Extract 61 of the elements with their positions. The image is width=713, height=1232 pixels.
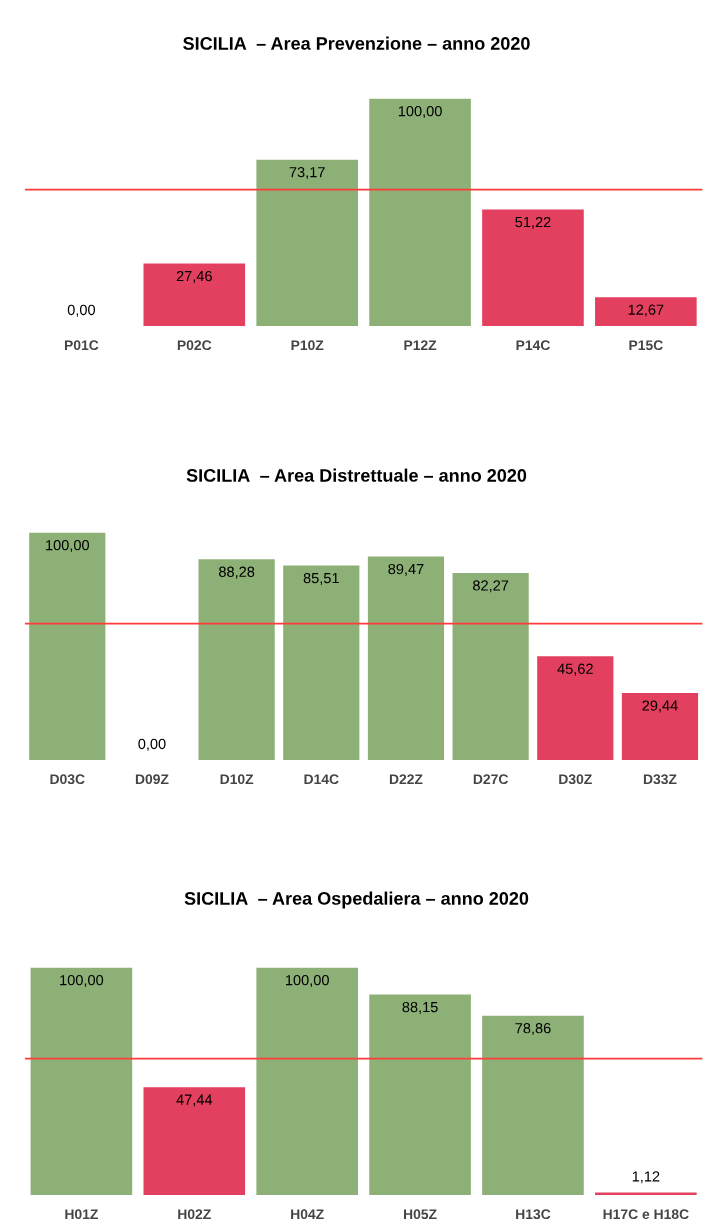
x-tick-label: D03C	[50, 774, 85, 785]
data-label: 1,12	[632, 1171, 660, 1184]
data-label: 82,27	[473, 580, 509, 593]
x-tick-label: H17C e H18C	[603, 1209, 689, 1220]
x-tick-label: D10Z	[220, 774, 254, 785]
data-label: 12,67	[628, 304, 664, 317]
x-tick-label: P01C	[64, 340, 99, 351]
bar	[482, 1015, 584, 1195]
bar	[283, 565, 360, 760]
data-label: 45,62	[557, 663, 593, 676]
data-label: 78,86	[515, 1023, 551, 1036]
data-label: 88,15	[402, 1001, 438, 1014]
x-tick-label: P12Z	[404, 340, 437, 350]
bar	[256, 159, 358, 326]
data-label: 100,00	[286, 974, 329, 988]
x-tick-label: P14C	[516, 340, 550, 351]
bar	[143, 1087, 246, 1195]
x-tick-label: P15C	[629, 340, 663, 351]
bar	[621, 693, 699, 760]
x-tick-label: D30Z	[559, 774, 592, 785]
data-label: 100,00	[46, 539, 90, 553]
bar	[198, 559, 275, 760]
x-tick-label: D22Z	[389, 774, 423, 784]
bar	[595, 297, 697, 326]
x-tick-label: D27C	[473, 774, 509, 785]
bar	[537, 656, 614, 760]
data-label: 29,44	[642, 700, 678, 713]
data-label: 0,00	[138, 738, 166, 751]
x-tick-label: P02C	[177, 340, 212, 351]
x-tick-label: H13C	[516, 1209, 551, 1220]
bar	[143, 263, 246, 326]
chart-title: SICILIA – Area Ospedaliera – anno 2020	[184, 891, 529, 909]
x-tick-label: H05Z	[404, 1209, 437, 1220]
bar	[30, 967, 133, 1195]
data-label: 88,28	[219, 566, 255, 579]
data-label: 100,00	[60, 974, 104, 988]
bar	[369, 994, 471, 1195]
data-label: 0,00	[67, 304, 96, 317]
data-label: 89,47	[388, 563, 424, 576]
data-label: 47,44	[176, 1094, 213, 1107]
bar	[29, 532, 106, 760]
x-tick-label: D14C	[304, 774, 339, 785]
bar	[452, 572, 529, 760]
data-label: 51,22	[515, 216, 551, 229]
data-label: 27,46	[176, 270, 212, 283]
x-tick-label: D09Z	[135, 774, 169, 785]
data-label: 73,17	[289, 166, 325, 180]
bar	[367, 556, 445, 760]
x-tick-label: H01Z	[65, 1209, 98, 1220]
bar	[482, 209, 584, 326]
bar	[256, 967, 358, 1195]
x-tick-label: P10Z	[291, 340, 324, 351]
x-tick-label: H04Z	[291, 1209, 324, 1220]
chart-title: SICILIA – Area Distrettuale – anno 2020	[186, 468, 527, 482]
x-tick-label: D33Z	[643, 774, 677, 785]
data-label: 85,51	[303, 572, 339, 585]
x-tick-label: H02Z	[178, 1209, 211, 1220]
data-label: 100,00	[398, 105, 442, 119]
chart-title: SICILIA – Area Prevenzione – anno 2020	[183, 36, 530, 50]
bar	[595, 1192, 697, 1195]
bar	[369, 98, 471, 326]
